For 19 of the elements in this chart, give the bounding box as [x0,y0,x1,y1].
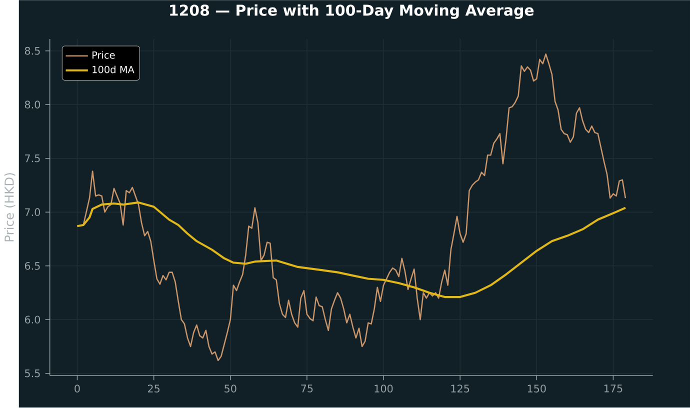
x-tick-label: 125 [451,384,470,393]
x-tick-label: 0 [74,384,80,393]
y-axis-title: Price (HKD) [4,173,16,242]
legend-label: 100d MA [92,66,134,74]
y-tick-label: 6.0 [24,316,40,324]
legend-label: Price [92,51,115,59]
x-tick-label: 50 [224,384,236,393]
x-tick-label: 175 [604,384,622,393]
x-tick-label: 100 [374,384,393,393]
y-tick-label: 7.0 [25,208,40,216]
x-tick-label: 150 [528,384,546,393]
y-tick-label: 8.0 [24,100,40,109]
y-tick-label: 8.5 [24,47,40,55]
y-tick-label: 5.5 [25,370,40,378]
x-tick-label: 75 [301,384,313,393]
chart-title: 1208 — Price with 100-Day Moving Average [170,4,534,20]
x-tick-label: 25 [148,384,160,393]
y-tick-label: 7.5 [25,154,40,162]
y-tick-label: 6.5 [24,262,40,270]
